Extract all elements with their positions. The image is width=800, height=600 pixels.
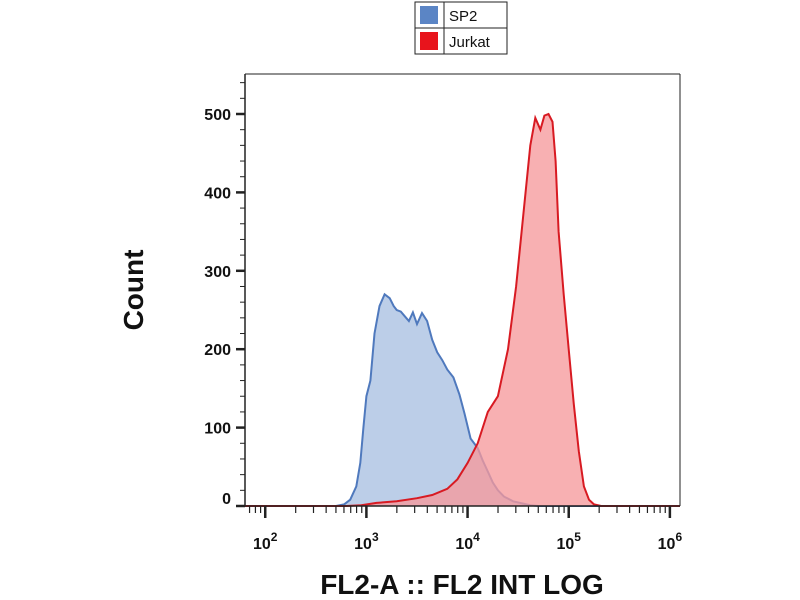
series-area-sp2 bbox=[245, 294, 680, 506]
x-axis-title: FL2-A :: FL2 INT LOG bbox=[320, 569, 604, 600]
x-tick-label: 105 bbox=[556, 530, 581, 553]
y-tick-label: 500 bbox=[204, 107, 231, 124]
y-tick-label: 100 bbox=[204, 421, 231, 438]
legend-label-sp2: SP2 bbox=[449, 8, 477, 25]
x-tick-label: 102 bbox=[253, 530, 278, 553]
y-tick-label: 300 bbox=[204, 264, 231, 281]
y-tick-label: 200 bbox=[204, 342, 231, 359]
series-line-jurkat bbox=[245, 112, 680, 507]
x-tick-label: 104 bbox=[455, 530, 480, 553]
x-tick-label: 106 bbox=[658, 530, 683, 553]
x-axis-ticks: 102 103 104 105 106 bbox=[248, 506, 683, 553]
legend: SP2 Jurkat bbox=[414, 1, 508, 55]
series-layer bbox=[245, 112, 680, 507]
x-tick-label: 103 bbox=[354, 530, 379, 553]
series-area-jurkat bbox=[245, 114, 680, 506]
legend-label-jurkat: Jurkat bbox=[449, 34, 491, 51]
y-tick-label: 400 bbox=[204, 185, 231, 202]
y-axis-title: Count bbox=[118, 250, 149, 331]
y-tick-label: 0 bbox=[222, 491, 231, 508]
legend-swatch-jurkat bbox=[420, 32, 438, 50]
y-axis-ticks: 0 100 200 300 400 500 bbox=[204, 82, 245, 508]
legend-swatch-sp2 bbox=[420, 6, 438, 24]
